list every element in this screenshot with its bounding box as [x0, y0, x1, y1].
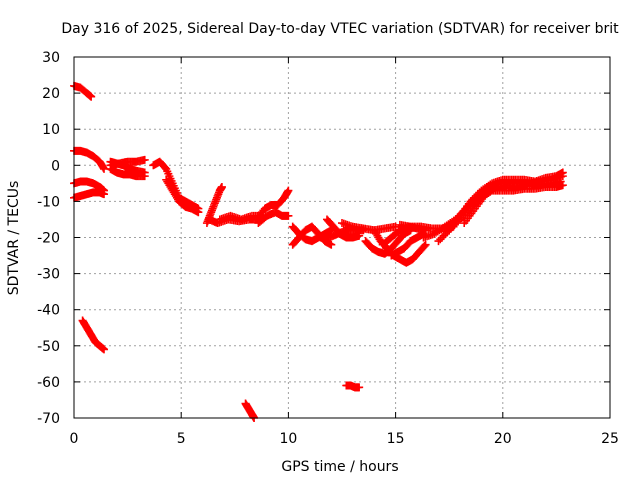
series-trace-29 — [434, 181, 567, 246]
data-point — [441, 229, 450, 238]
data-point — [468, 195, 477, 204]
data-point — [421, 240, 430, 249]
x-tick-label: 25 — [601, 431, 619, 447]
data-point — [438, 233, 447, 242]
y-tick-label: -10 — [37, 194, 60, 210]
data-points — [70, 81, 567, 422]
x-tick-label: 15 — [387, 431, 405, 447]
series-trace-9 — [162, 175, 203, 217]
data-point — [100, 345, 109, 354]
y-tick-label: 10 — [42, 122, 60, 138]
data-point — [194, 208, 203, 217]
y-tick-label: 0 — [51, 158, 60, 174]
series-trace-8 — [149, 157, 203, 213]
y-tick-label: -40 — [37, 303, 60, 319]
series-trace-16 — [241, 399, 259, 422]
data-point — [443, 228, 452, 237]
data-point — [140, 155, 149, 164]
series-trace-30 — [445, 168, 567, 235]
data-point — [439, 231, 448, 240]
series-trace-14 — [252, 186, 293, 224]
data-point — [436, 235, 445, 244]
data-point — [327, 240, 336, 249]
x-axis-label: GPS time / hours — [281, 459, 398, 475]
data-point — [100, 190, 109, 199]
data-point — [470, 193, 479, 202]
series-trace-22 — [342, 381, 364, 392]
data-point — [217, 182, 226, 191]
series-trace-10 — [78, 316, 109, 354]
series-trace-1 — [70, 81, 96, 101]
grid-lines — [74, 57, 610, 418]
x-tick-label: 10 — [279, 431, 297, 447]
data-point — [466, 197, 475, 206]
data-point — [434, 237, 443, 246]
series-trace-2 — [70, 146, 109, 173]
data-point — [556, 177, 565, 186]
series-trace-15 — [254, 208, 293, 228]
series-trace-4 — [70, 188, 109, 202]
data-point — [490, 184, 499, 193]
y-tick-label: -20 — [37, 231, 60, 247]
data-point — [473, 190, 482, 199]
axis-ticks: 0 5 10 15 20 25 -70 -60 -50 -40 -30 -20 -10 0 10 20 30 — [37, 50, 619, 447]
x-tick-label: 5 — [177, 431, 186, 447]
y-tick-label: 30 — [42, 50, 60, 66]
data-point — [391, 222, 400, 231]
y-tick-label: -70 — [37, 411, 60, 427]
x-tick-label: 0 — [70, 431, 79, 447]
series-trace-3 — [70, 177, 109, 195]
data-point — [284, 211, 293, 220]
y-axis-label: SDTVAR / TECUs — [6, 181, 22, 296]
y-tick-label: -60 — [37, 375, 60, 391]
data-point — [140, 172, 149, 181]
series-trace-7 — [106, 155, 149, 170]
x-tick-label: 20 — [494, 431, 512, 447]
data-point — [420, 241, 429, 250]
series-trace-12 — [202, 182, 226, 228]
y-tick-label: 20 — [42, 86, 60, 102]
data-point — [558, 168, 567, 177]
data-point — [87, 92, 96, 101]
data-point — [472, 191, 480, 200]
data-point — [355, 383, 364, 392]
series-trace-31 — [460, 177, 565, 228]
y-tick-label: -50 — [37, 339, 60, 355]
y-tick-label: -30 — [37, 267, 60, 283]
series-trace-6 — [106, 164, 149, 181]
data-point — [284, 186, 293, 195]
series-trace-13 — [215, 211, 267, 224]
chart-title: Day 316 of 2025, Sidereal Day-to-day VTE… — [61, 21, 619, 37]
